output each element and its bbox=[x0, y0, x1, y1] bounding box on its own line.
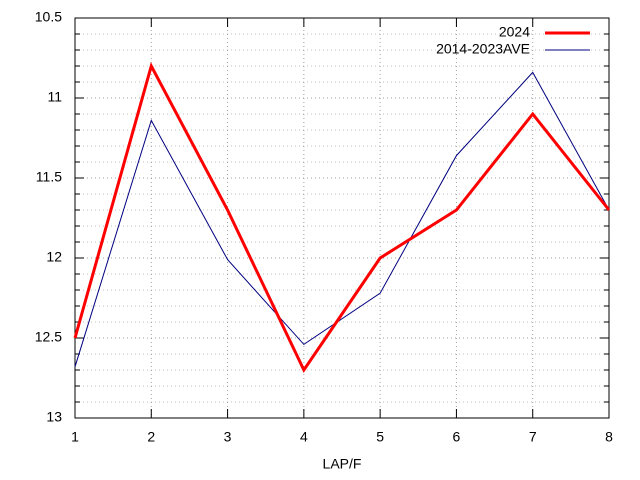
x-tick-label: 8 bbox=[605, 429, 613, 445]
y-tick-label: 12.5 bbox=[35, 329, 62, 345]
x-tick-label: 4 bbox=[300, 429, 308, 445]
plot-border bbox=[74, 17, 610, 419]
x-tick-label: 5 bbox=[376, 429, 384, 445]
x-axis-label: LAP/F bbox=[323, 456, 362, 472]
y-tick-label: 12 bbox=[46, 249, 62, 265]
legend-label: 2024 bbox=[499, 24, 530, 40]
x-tick-label: 6 bbox=[453, 429, 461, 445]
y-tick-label: 13 bbox=[46, 409, 62, 425]
series-line bbox=[73, 61, 611, 374]
x-tick-label: 7 bbox=[529, 429, 537, 445]
y-tick-label: 11.5 bbox=[36, 169, 62, 185]
y-tick-label: 11 bbox=[47, 89, 62, 105]
series-line bbox=[74, 71, 610, 367]
legend-label: 2014-2023AVE bbox=[436, 41, 530, 57]
y-tick-label: 10.5 bbox=[35, 9, 62, 25]
x-tick-label: 2 bbox=[147, 429, 155, 445]
x-tick-label: 3 bbox=[224, 429, 232, 445]
x-tick-label: 1 bbox=[71, 429, 79, 445]
